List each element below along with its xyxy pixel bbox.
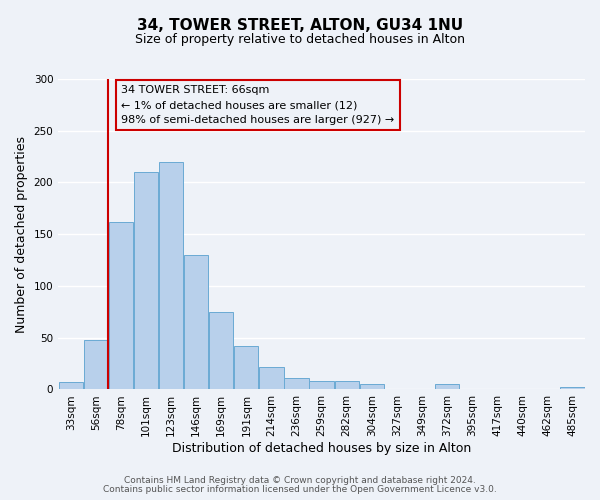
Bar <box>359 384 384 390</box>
Y-axis label: Number of detached properties: Number of detached properties <box>15 136 28 332</box>
Bar <box>159 162 183 390</box>
Text: Size of property relative to detached houses in Alton: Size of property relative to detached ho… <box>135 32 465 46</box>
Bar <box>59 382 83 390</box>
Bar <box>109 222 133 390</box>
Text: 34, TOWER STREET, ALTON, GU34 1NU: 34, TOWER STREET, ALTON, GU34 1NU <box>137 18 463 32</box>
Bar <box>234 346 259 390</box>
Text: Contains public sector information licensed under the Open Government Licence v3: Contains public sector information licen… <box>103 484 497 494</box>
Bar <box>435 384 459 390</box>
Bar <box>284 378 308 390</box>
Bar <box>560 388 584 390</box>
Bar <box>209 312 233 390</box>
Bar <box>83 340 108 390</box>
X-axis label: Distribution of detached houses by size in Alton: Distribution of detached houses by size … <box>172 442 471 455</box>
Bar <box>335 381 359 390</box>
Bar <box>259 366 284 390</box>
Bar <box>310 381 334 390</box>
Bar <box>184 255 208 390</box>
Bar <box>134 172 158 390</box>
Text: 34 TOWER STREET: 66sqm
← 1% of detached houses are smaller (12)
98% of semi-deta: 34 TOWER STREET: 66sqm ← 1% of detached … <box>121 85 395 125</box>
Text: Contains HM Land Registry data © Crown copyright and database right 2024.: Contains HM Land Registry data © Crown c… <box>124 476 476 485</box>
